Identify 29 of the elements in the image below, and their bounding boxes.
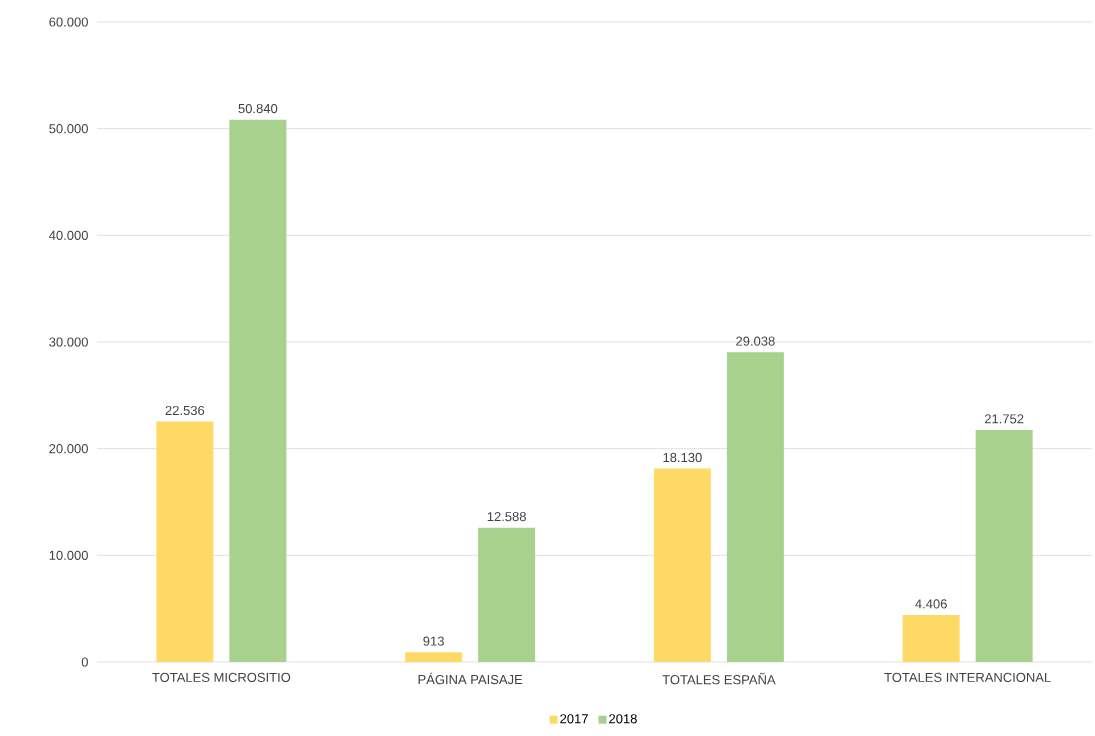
y-tick-label: 40.000: [49, 230, 88, 240]
bar: [478, 527, 536, 662]
y-tick-label: 30.000: [49, 337, 88, 347]
bar: [726, 352, 784, 662]
x-tick-label: TOTALES INTERANCIONAL: [884, 672, 1051, 682]
y-tick-label: 10.000: [49, 550, 88, 560]
bar: [156, 421, 214, 662]
legend-label: 2018: [609, 714, 637, 724]
bar: [229, 119, 287, 662]
bar: [405, 652, 463, 662]
data-label: 29.038: [736, 336, 775, 346]
data-label: 913: [423, 636, 444, 646]
bar: [653, 468, 711, 662]
y-tick-label: 0: [81, 657, 88, 667]
data-label: 18.130: [663, 452, 702, 463]
legend-label: 2017: [560, 714, 588, 724]
x-tick-label: TOTALES MICROSITIO: [152, 672, 291, 682]
y-tick-label: 60.000: [49, 17, 88, 27]
x-tick-label: PÁGINA PAISAJE: [418, 672, 523, 685]
data-label: 12.588: [487, 511, 526, 522]
data-label: 50.840: [238, 103, 278, 114]
y-tick-label: 50.000: [49, 124, 88, 134]
data-label: 22.536: [165, 405, 205, 416]
bar: [975, 429, 1033, 662]
bar: [902, 615, 960, 662]
data-label: 21.752: [984, 414, 1024, 424]
y-tick-label: 20.000: [49, 444, 88, 454]
x-tick-label: TOTALES ESPAÑA: [662, 672, 776, 685]
data-label: 4.406: [915, 599, 947, 609]
